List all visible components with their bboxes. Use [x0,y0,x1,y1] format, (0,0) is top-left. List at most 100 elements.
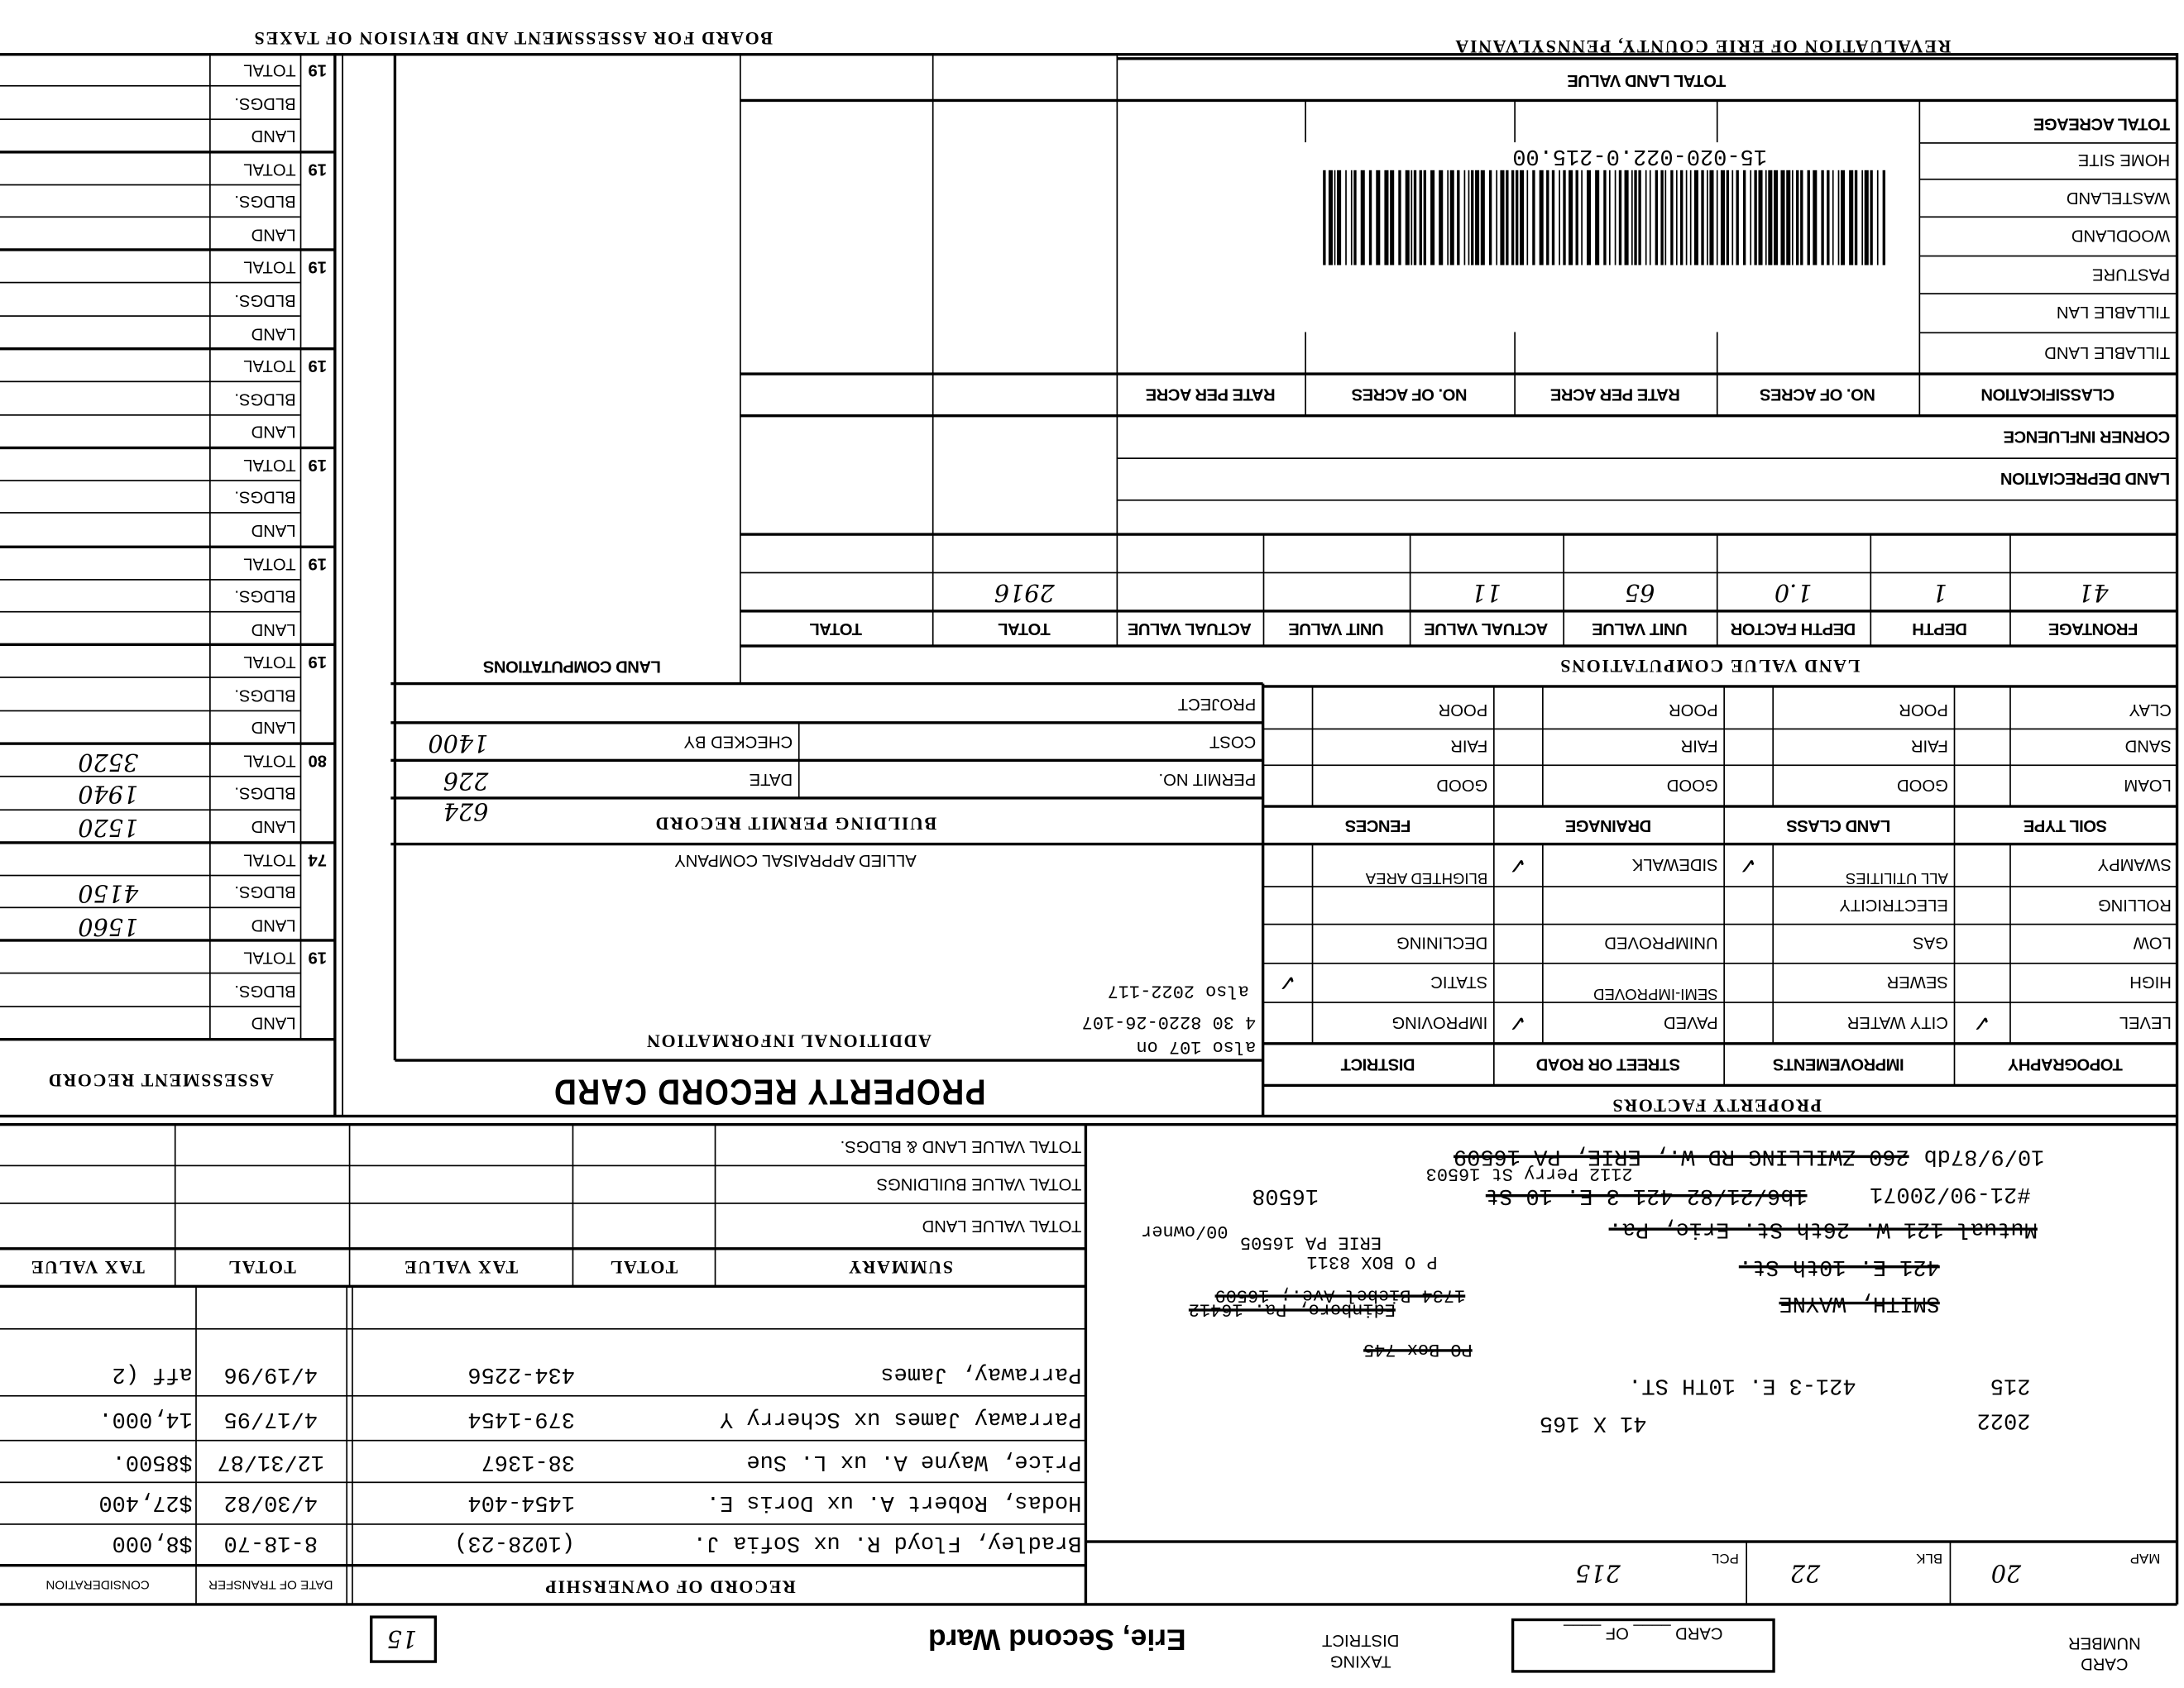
check-mark-icon: ✓ [1508,1010,1527,1037]
assessment-value [14,414,203,447]
assessment-value [14,283,203,316]
permit-extra-value: 624 [443,796,489,825]
land-row-label: TILLABLE LAND [2044,342,2171,363]
v-rule [1541,686,1543,807]
owner-book: 1454-404 [467,1490,576,1515]
h-rule [395,1059,1263,1062]
land-comp-value [740,572,932,611]
topo-option: CITY WATER [1846,1012,1948,1033]
soil-option: FAIR [1910,736,1948,757]
address-line: Edinboro, Pa. 16412 [1188,1298,1396,1320]
land-comp-header: FRONTAGE [2048,619,2138,639]
topo-option: STATIC [1430,972,1488,992]
soil-option: POOR [1438,700,1488,720]
h-rule [740,610,2177,613]
permit-no-label: PERMIT NO. [1158,770,1257,790]
h-rule [0,544,335,548]
h-rule [0,742,335,745]
topo-option: GAS [1913,933,1948,954]
classification-header: RATE PER ACRE [1146,385,1276,405]
classification-header: CLASSIFICATION [1980,385,2115,405]
assessment-row-label: LAND [251,718,296,739]
address-line: PO Box 745 [1363,1339,1473,1360]
check-mark-icon: ✓ [1738,852,1758,879]
topo-option: ALL UTILITIES [1845,868,1948,887]
ownership-title: RECORD OF OWNERSHIP [544,1576,796,1598]
assessment-row-label: TOTAL [243,948,296,968]
topo-option: BLIGHTED AREA [1365,868,1488,887]
v-rule [1716,534,1717,647]
consideration-header: CONSIDERATION [46,1577,150,1592]
v-rule [1541,844,1543,1044]
land-comp-value [1117,572,1263,611]
v-rule [1408,534,1410,647]
assessment-row-label: LAND [251,619,296,639]
assessment-year: 80 [308,751,328,771]
classification-header: RATE PER ACRE [1550,385,1680,405]
assessment-value [14,1007,203,1040]
assessment-value [14,349,203,382]
h-rule [740,98,2177,103]
assessment-row-label: LAND [251,225,296,245]
assessment-row-label: BLDGS. [234,93,296,113]
address-line: P O BOX 8311 [1306,1251,1438,1273]
property-factors-title: PROPERTY FACTORS [1611,1095,1822,1117]
corner-influence-label: CORNER INFLUENCE [2004,427,2171,447]
card-of-label: CARD ____ OF ____ [1564,1623,1723,1644]
v-rule [194,1286,197,1604]
v-rule [1918,100,1920,416]
assessment-row-label: LAND [251,1014,296,1034]
h-rule [0,1439,1086,1441]
h-rule [0,1284,1086,1289]
h-rule [390,721,1263,724]
v-rule [174,1124,175,1287]
address-line: 2022 [1976,1408,2031,1433]
summary-row-label: TOTAL VALUE LAND & BLDGS. [840,1136,1082,1157]
assessment-value [14,481,203,514]
assessment-row-label: LAND [251,816,296,837]
h-rule [0,1164,1086,1166]
v-rule [1310,844,1313,1044]
h-rule [1262,1042,2177,1045]
land-row-label: WASTELAND [2066,188,2171,208]
checked-by-label: CHECKED BY [683,732,793,753]
h-rule [0,1247,1086,1250]
h-rule [0,347,335,351]
land-comp-header: DEPTH FACTOR [1731,619,1856,639]
topo-option: SIDEWALK [1631,855,1718,875]
assessment-value [14,316,203,349]
h-rule [0,1394,1086,1396]
taxing-district-label: TAXING DISTRICT [1322,1630,1400,1671]
land-comp-value [1263,572,1410,611]
assessment-year: 19 [308,455,328,476]
owner-name: Parraway James ux Scherry Y [720,1406,1082,1432]
project-label: PROJECT [1177,695,1257,715]
assessment-value: 1940 [78,780,139,808]
v-rule [1771,844,1774,1044]
land-comp-header: UNIT VALUE [1288,619,1384,639]
h-rule [0,775,300,777]
address-line: 421 E. 10th St. [1738,1254,1940,1279]
additional-info-title: ADDITIONAL INFORMATION [645,1030,932,1052]
h-rule [0,248,335,252]
h-rule [1262,842,2177,846]
h-rule [0,808,300,811]
h-rule [0,1006,300,1007]
assessment-row-label: BLDGS. [234,981,296,1002]
topo-option [1546,886,1717,924]
h-rule [0,1523,1086,1524]
assessment-row-label: BLDGS. [234,488,296,508]
soil-header: LAND CLASS [1786,815,1891,836]
soil-option: CLAY [2129,700,2172,720]
summary-header: TAX VALUE [403,1256,519,1279]
address-line: SMITH, WAYNE [1779,1290,1940,1316]
taxing-district-value: Erie, Second Ward [927,1622,1186,1655]
soil-option: GOOD [1666,775,1718,796]
card-title: PROPERTY RECORD CARD [553,1071,986,1114]
blk-value: 22 [1789,1558,1821,1587]
assessment-year: 19 [308,553,328,574]
transfer-date: 4/17/95 [223,1406,318,1432]
assessment-value [14,53,203,86]
check-mark-icon: ✓ [1972,1010,1991,1037]
address-line: 2112 Perry St 16503 [1425,1163,1633,1185]
